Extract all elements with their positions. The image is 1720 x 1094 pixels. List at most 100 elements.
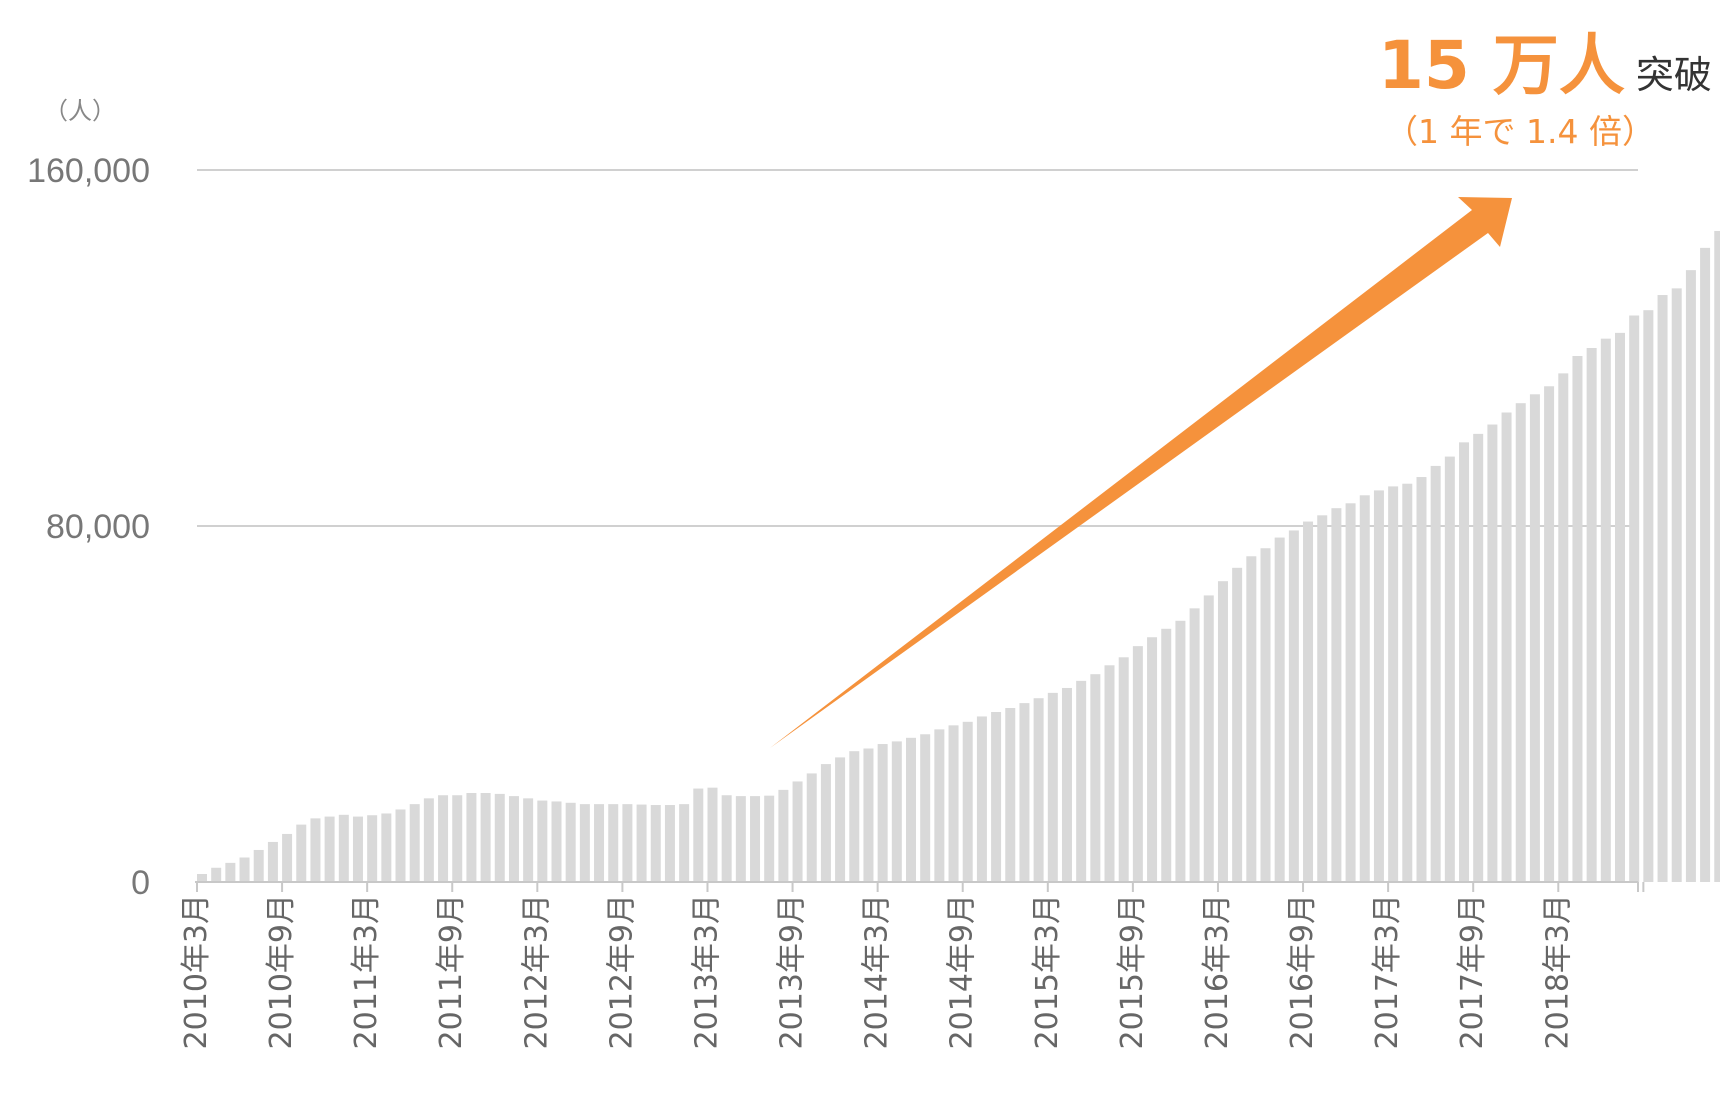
- bar: [920, 734, 931, 882]
- bar: [1061, 687, 1072, 882]
- bar: [679, 804, 690, 882]
- x-tick-label: 2013年3月: [689, 894, 724, 1049]
- bar: [1303, 521, 1314, 882]
- bar: [1501, 412, 1512, 882]
- bar: [1444, 456, 1455, 882]
- bar: [792, 781, 803, 882]
- bar: [1388, 486, 1399, 882]
- bar: [565, 802, 576, 882]
- bar: [934, 729, 945, 882]
- bar: [537, 800, 548, 882]
- x-tick-label: 2011年9月: [434, 894, 469, 1049]
- x-tick-label: 2012年9月: [604, 894, 639, 1049]
- x-tick-label: 2018年3月: [1540, 894, 1575, 1049]
- bar: [707, 787, 718, 882]
- bar: [1600, 338, 1611, 882]
- bar: [579, 804, 590, 882]
- bar: [523, 798, 534, 882]
- x-tick-label: 2014年3月: [860, 894, 895, 1049]
- bar: [352, 816, 363, 882]
- bar: [891, 741, 902, 882]
- bar: [1317, 515, 1328, 882]
- bar: [1260, 548, 1271, 882]
- bar: [1544, 386, 1555, 882]
- bar: [849, 751, 860, 882]
- y-tick-label: 160,000: [27, 152, 150, 190]
- bar: [1203, 595, 1214, 882]
- bar: [1657, 295, 1668, 882]
- x-tick-label: 2011年3月: [349, 894, 384, 1049]
- bar: [778, 789, 789, 882]
- bars: [197, 230, 1720, 883]
- bar: [1019, 703, 1030, 882]
- bar: [1147, 637, 1158, 882]
- bar: [877, 744, 888, 882]
- bar: [480, 793, 491, 882]
- growth-arrow: [770, 197, 1512, 748]
- bar: [636, 804, 647, 882]
- bar: [1459, 442, 1470, 882]
- gridlines: [197, 169, 1638, 527]
- bar: [693, 788, 704, 882]
- y-tick-labels: 0 80,000 160,000: [27, 152, 150, 902]
- bar: [650, 805, 661, 882]
- bar: [664, 805, 675, 882]
- bar: [1090, 674, 1101, 882]
- bar: [1359, 495, 1370, 882]
- bar: [1615, 332, 1625, 882]
- bar: [1033, 698, 1044, 882]
- bar: [1104, 665, 1115, 882]
- bar: [750, 796, 761, 882]
- bar: [1217, 581, 1228, 882]
- bar: [1558, 373, 1569, 882]
- bar: [225, 862, 236, 882]
- bar: [594, 804, 605, 882]
- bar: [1345, 503, 1356, 882]
- bar: [1700, 247, 1711, 882]
- bar: [806, 773, 817, 882]
- bar: [409, 804, 420, 882]
- y-unit-label: （人）: [44, 97, 116, 125]
- bar: [296, 824, 307, 882]
- bar: [1487, 424, 1498, 882]
- headline-subtitle: （1 年で 1.4 倍）: [1385, 112, 1655, 151]
- bar: [551, 801, 562, 882]
- bar: [423, 798, 434, 882]
- headline-suffix: 突破: [1636, 53, 1712, 97]
- bar: [1274, 537, 1285, 882]
- bar: [835, 757, 846, 882]
- headline: 15 万人 突破: [1378, 27, 1712, 104]
- y-tick-label: 80,000: [46, 508, 150, 546]
- x-tick-label: 2010年9月: [264, 894, 299, 1049]
- bar: [1473, 433, 1484, 882]
- bar: [1515, 403, 1526, 882]
- bar: [1430, 465, 1441, 882]
- headline-number: 15 万人: [1378, 27, 1625, 104]
- bar: [381, 813, 392, 882]
- bar: [1076, 680, 1087, 882]
- bar: [820, 764, 831, 882]
- bar: [608, 804, 619, 882]
- x-tick-labels: 2010年3月 2010年9月 2011年3月 2011年9月 2012年3月 2012年…: [179, 894, 1575, 1049]
- bar: [991, 712, 1002, 882]
- bar: [1132, 646, 1143, 882]
- bar: [1373, 490, 1384, 882]
- bar: [1331, 508, 1342, 882]
- bar: [1047, 692, 1058, 882]
- bar: [906, 737, 916, 882]
- bar: [282, 833, 293, 882]
- bar: [863, 748, 874, 882]
- x-tick-label: 2016年3月: [1200, 894, 1235, 1049]
- x-tick-label: 2017年9月: [1455, 894, 1490, 1049]
- x-tick-label: 2012年3月: [519, 894, 554, 1049]
- x-tick-label: 2015年3月: [1030, 894, 1065, 1049]
- bar: [1643, 310, 1654, 882]
- x-tick-label: 2015年9月: [1115, 894, 1150, 1049]
- bar: [721, 795, 732, 882]
- bar: [438, 795, 449, 882]
- bar: [1685, 270, 1696, 882]
- bar: [1586, 348, 1597, 882]
- bar: [452, 795, 463, 882]
- x-tick-label: 2013年9月: [775, 894, 810, 1049]
- bar: [367, 815, 378, 882]
